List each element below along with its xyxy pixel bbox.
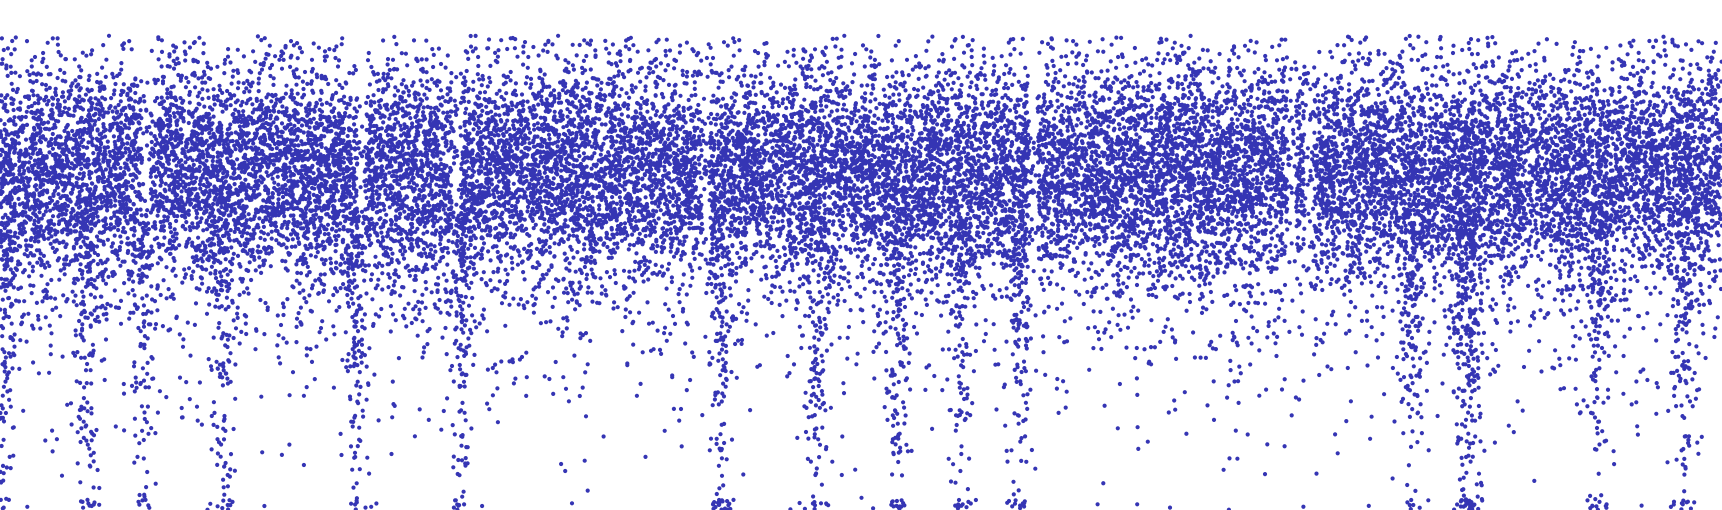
scatter-points (0, 34, 1722, 510)
scatter-point (0, 34, 1722, 510)
